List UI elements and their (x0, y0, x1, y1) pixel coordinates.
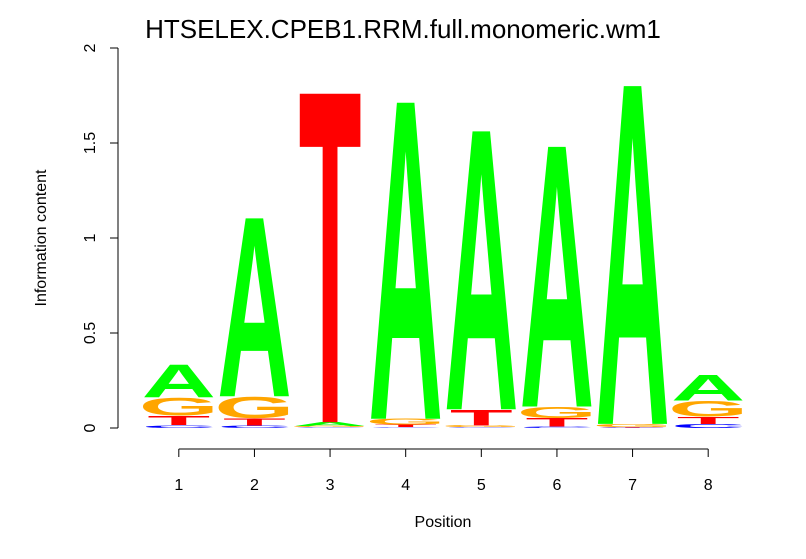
y-tick-label: 0 (82, 423, 99, 432)
logo-letter-a: A (520, 65, 594, 487)
y-axis: 0 0.5 1 1.5 2 (82, 43, 119, 432)
logo-letter-g: G (441, 425, 521, 428)
logo-letter-g: G (517, 404, 597, 422)
logo-letter-a: A (217, 162, 291, 451)
logo-letter-a: A (293, 421, 367, 427)
logo-letter-t: T (223, 416, 286, 428)
logo-letter-c: C (671, 423, 745, 429)
logo-letter-t: T (299, 0, 362, 525)
x-tick-label: 1 (174, 477, 183, 494)
logo-letter-c: C (595, 428, 669, 429)
logo-letter-c: C (369, 427, 443, 428)
x-tick-label: 5 (477, 477, 486, 494)
x-tick-label: 6 (552, 477, 561, 494)
logo-letter-t: T (147, 413, 210, 428)
logo-letter-t: T (526, 416, 589, 429)
x-tick-label: 7 (628, 477, 637, 494)
x-tick-label: 4 (401, 477, 410, 494)
x-tick-label: 3 (326, 477, 335, 494)
logo-letter-g: G (290, 426, 370, 428)
logo-letter-a: A (369, 3, 443, 516)
x-axis-label: Position (415, 514, 472, 531)
logo-letter-g: G (668, 396, 748, 421)
logo-letter-c: C (444, 427, 518, 428)
logo-letter-a: A (595, 0, 669, 529)
y-axis-label: Information content (33, 169, 50, 307)
y-tick-label: 1 (82, 233, 99, 242)
logo-letter-c: C (520, 426, 594, 428)
logo-letter-a: A (444, 45, 518, 496)
chart-title: HTSELEX.CPEB1.RRM.full.monomeric.wm1 (145, 14, 661, 44)
logo-letter-c: C (217, 425, 291, 429)
logo-letter-a: A (142, 354, 216, 407)
logo-letter-g: G (139, 393, 219, 421)
x-axis: 1 2 3 4 5 6 7 8 (174, 448, 713, 494)
logo-letter-t: T (677, 415, 740, 427)
logo-letter-g: G (593, 423, 673, 428)
logo-letter-a: A (671, 367, 745, 408)
logo-letter-c: C (293, 427, 367, 428)
y-tick-label: 2 (82, 43, 99, 52)
x-tick-label: 2 (250, 477, 259, 494)
logo-letter-t: T (601, 427, 664, 428)
logo-letter-t: T (450, 405, 513, 430)
logo-letter-t: T (374, 424, 437, 428)
y-tick-label: 1.5 (82, 132, 99, 154)
logo-letter-c: C (142, 424, 216, 428)
x-tick-label: 8 (704, 477, 713, 494)
logo-letter-g: G (366, 417, 446, 426)
y-tick-label: 0.5 (82, 322, 99, 344)
logo-letter-g: G (214, 391, 294, 425)
